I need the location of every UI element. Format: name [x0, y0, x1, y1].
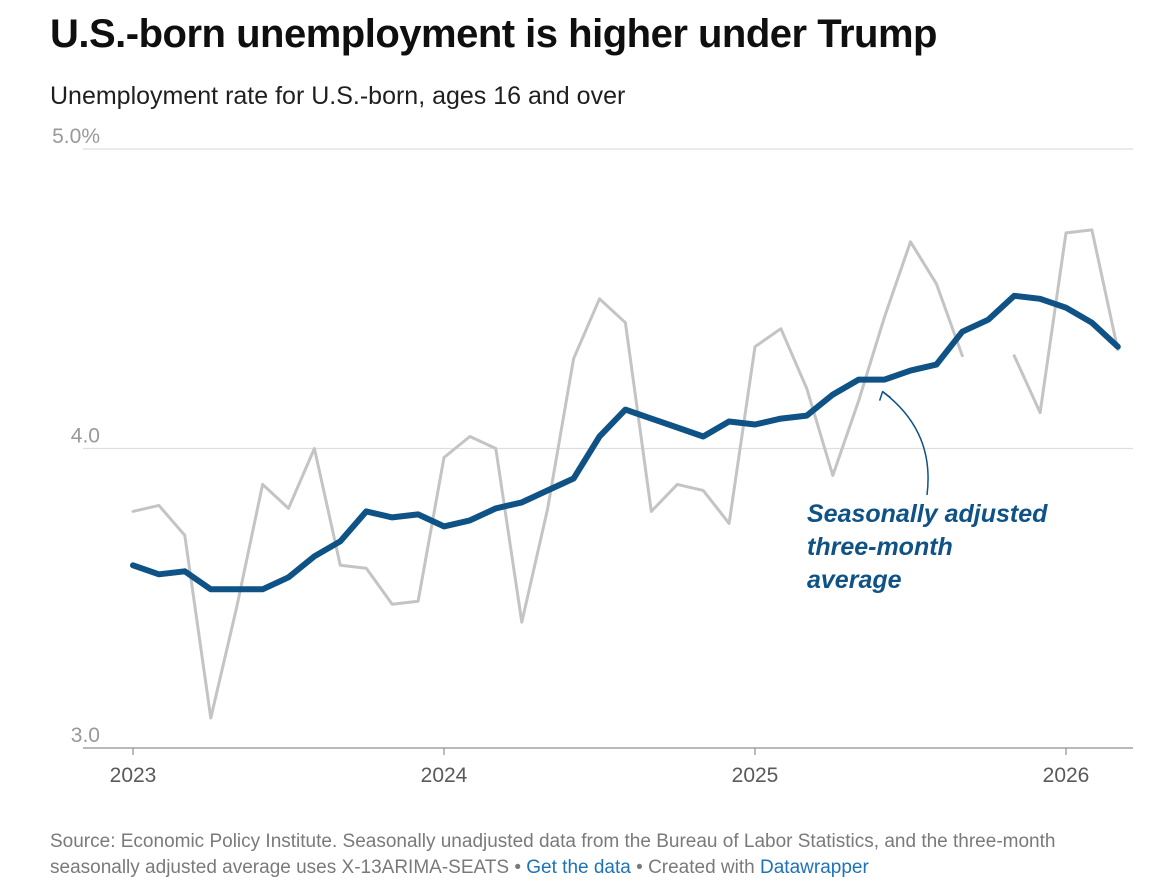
- x-axis: 2023 2024 2025 2026: [110, 748, 1090, 787]
- adjusted-average-line: [130, 292, 1121, 593]
- adjusted-average-series: [130, 292, 1121, 593]
- annotation-arrowhead: [878, 390, 892, 401]
- y-tick-label: 3.0: [71, 724, 100, 747]
- unadjusted-series: [131, 228, 1120, 720]
- annotation-label: Seasonally adjusted: [807, 500, 1048, 528]
- separator: •: [630, 857, 649, 878]
- chart-title: U.S.-born unemployment is higher under T…: [50, 12, 937, 56]
- source-note: Source: Economic Policy Institute. Seaso…: [50, 831, 1056, 878]
- gridlines: [83, 148, 1133, 749]
- created-with-text: Created with: [648, 857, 761, 878]
- line-chart: 5.0% 4.0 3.0 2023 2024 2025 2026 Seasonally a…: [52, 125, 1133, 787]
- annotation-label: three-month: [807, 533, 953, 561]
- datawrapper-link[interactable]: Datawrapper: [760, 857, 869, 878]
- y-tick-label: 5.0%: [52, 125, 100, 148]
- y-tick-label: 4.0: [71, 425, 100, 448]
- x-tick-label: 2026: [1043, 764, 1090, 787]
- annotation-arrow: [882, 391, 929, 496]
- chart-subtitle: Unemployment rate for U.S.-born, ages 16…: [50, 82, 626, 110]
- x-tick-label: 2025: [732, 764, 779, 787]
- unadjusted-line: [131, 240, 964, 720]
- annotation-label: average: [807, 566, 902, 594]
- separator: •: [509, 857, 527, 878]
- x-tick-label: 2024: [421, 764, 468, 787]
- x-tick-label: 2023: [110, 764, 157, 787]
- y-axis-labels: 5.0% 4.0 3.0: [52, 125, 100, 747]
- annotation: Seasonally adjusted three-month average: [807, 390, 1048, 594]
- get-the-data-link[interactable]: Get the data: [526, 857, 631, 878]
- footer: Source: Economic Policy Institute. Seaso…: [50, 829, 1140, 881]
- unadjusted-line: [1012, 228, 1120, 415]
